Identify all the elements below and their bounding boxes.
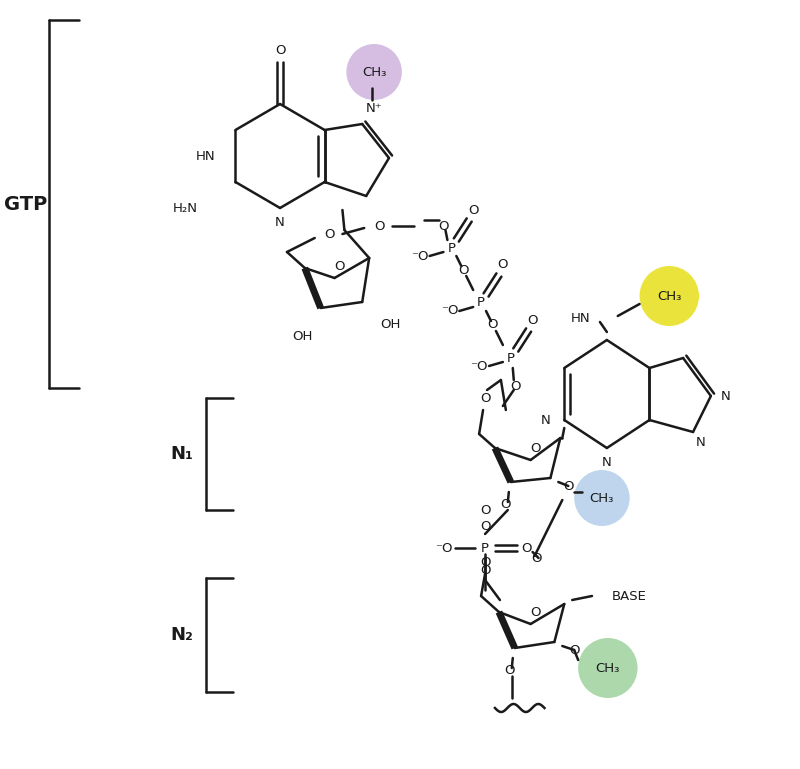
Text: O: O (480, 520, 490, 532)
Text: ⁻O: ⁻O (470, 359, 488, 372)
Text: CH₃: CH₃ (362, 65, 386, 78)
Text: N: N (602, 455, 612, 468)
Text: N: N (275, 215, 285, 228)
Text: CH₃: CH₃ (657, 289, 682, 302)
Text: N: N (541, 414, 550, 427)
Text: O: O (498, 258, 508, 271)
Text: BASE: BASE (612, 590, 646, 602)
Text: N: N (696, 435, 706, 448)
Text: P: P (447, 241, 455, 255)
Circle shape (578, 638, 638, 698)
Text: O: O (334, 259, 345, 272)
Text: O: O (563, 480, 574, 492)
Text: O: O (510, 379, 521, 392)
Text: P: P (481, 541, 489, 554)
Text: OH: OH (380, 318, 400, 331)
Text: HN: HN (196, 149, 216, 162)
Text: O: O (324, 228, 335, 241)
Text: O: O (480, 564, 490, 577)
Text: O: O (438, 219, 449, 232)
Text: GTP: GTP (4, 195, 47, 215)
Text: ⁻O: ⁻O (434, 541, 452, 554)
Text: O: O (530, 605, 541, 618)
Text: O: O (480, 391, 490, 404)
Text: O: O (531, 551, 542, 564)
Text: N₁: N₁ (170, 445, 194, 463)
Circle shape (346, 44, 402, 100)
Text: O: O (468, 204, 478, 217)
Circle shape (639, 266, 699, 326)
Text: P: P (507, 351, 515, 365)
Text: O: O (480, 555, 490, 568)
Text: O: O (522, 541, 532, 554)
Text: N₂: N₂ (170, 626, 194, 644)
Text: O: O (488, 318, 498, 331)
Text: O: O (458, 264, 469, 277)
Text: O: O (274, 44, 286, 56)
Text: HN: HN (570, 311, 590, 325)
Text: O: O (569, 644, 579, 657)
Text: OH: OH (293, 329, 313, 342)
Text: N⁺: N⁺ (366, 102, 382, 115)
Text: ⁻O: ⁻O (411, 249, 429, 262)
Text: P: P (477, 297, 485, 309)
Text: CH₃: CH₃ (590, 491, 614, 504)
Text: CH₃: CH₃ (596, 661, 620, 674)
Text: O: O (480, 504, 490, 517)
Text: O: O (501, 498, 511, 511)
Text: N: N (721, 390, 730, 402)
Circle shape (574, 470, 630, 526)
Text: H₂N: H₂N (173, 201, 198, 215)
Text: O: O (505, 664, 515, 677)
Text: O: O (527, 314, 538, 327)
Text: O: O (530, 441, 541, 454)
Text: O: O (374, 219, 384, 232)
Text: ⁻O: ⁻O (441, 305, 458, 318)
